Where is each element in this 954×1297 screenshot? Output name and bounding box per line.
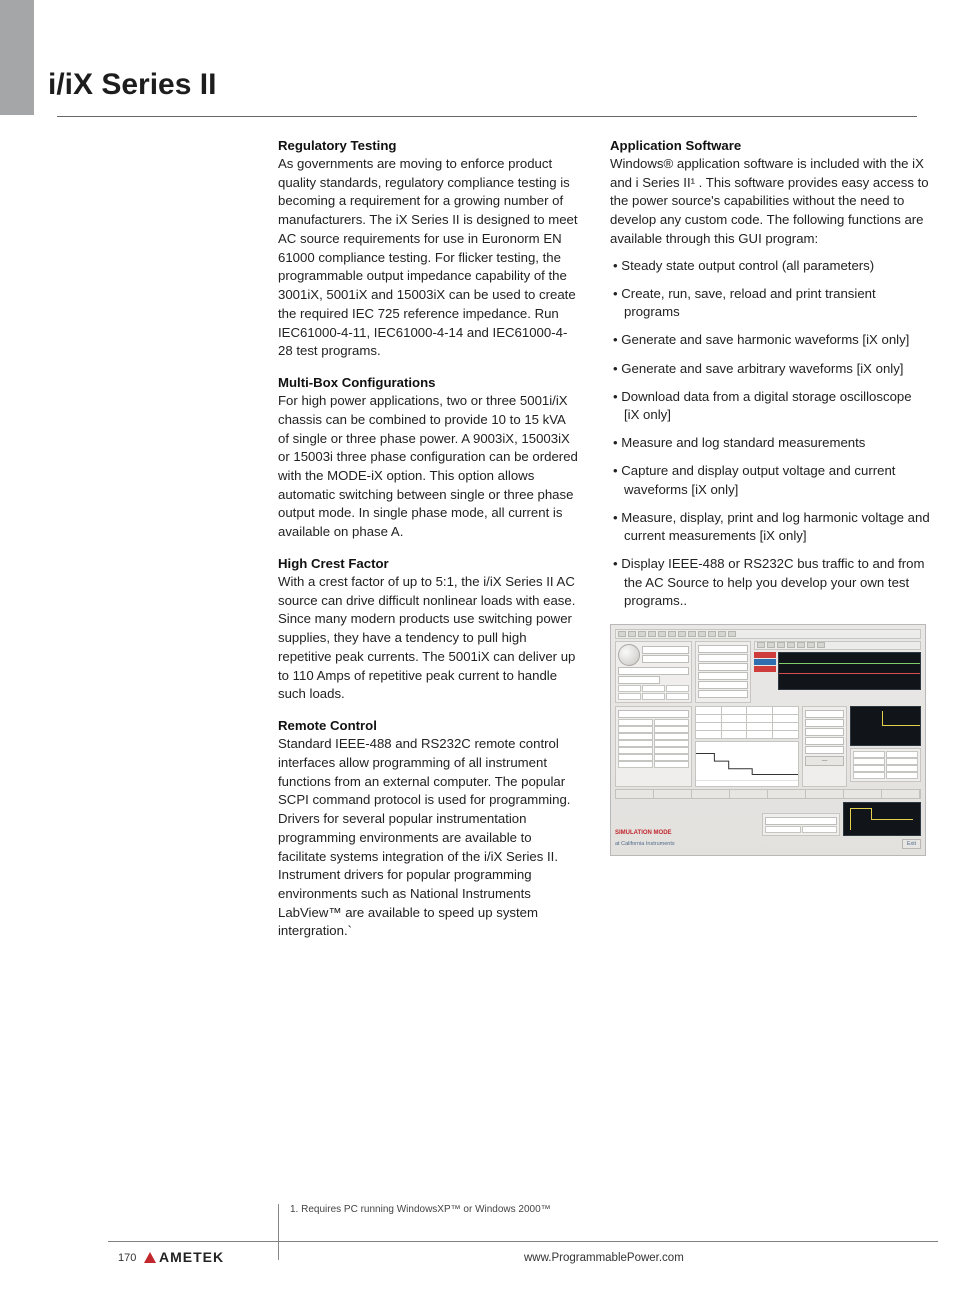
left-column: Regulatory Testing As governments are mo… xyxy=(278,138,578,941)
header-rule xyxy=(57,116,917,117)
brand-name: AMETEK xyxy=(159,1249,224,1265)
page-number: 170 xyxy=(118,1252,136,1264)
section-body: For high power applications, two or thre… xyxy=(278,392,578,542)
footer-url: www.ProgrammablePower.com xyxy=(524,1252,684,1264)
right-column: Application Software Windows® applicatio… xyxy=(610,138,930,941)
left-margin-bar xyxy=(0,0,34,115)
section-body: With a crest factor of up to 5:1, the i/… xyxy=(278,573,578,704)
feature-list: Steady state output control (all paramet… xyxy=(610,257,930,610)
page-title: i/iX Series II xyxy=(48,68,216,102)
section-heading: Remote Control xyxy=(278,718,578,733)
screenshot-toolbar xyxy=(615,629,921,639)
list-item: Create, run, save, reload and print tran… xyxy=(610,285,930,321)
screenshot-brand-label: at California Instruments xyxy=(615,841,675,847)
section-heading: High Crest Factor xyxy=(278,556,578,571)
section-heading: Multi-Box Configurations xyxy=(278,375,578,390)
footnote: 1. Requires PC running WindowsXP™ or Win… xyxy=(290,1204,551,1215)
brand-logo: AMETEK xyxy=(144,1249,224,1265)
list-item: Generate and save harmonic waveforms [iX… xyxy=(610,331,930,349)
software-screenshot: — SIMULATION MODE xyxy=(610,624,926,856)
section-body: Standard IEEE-488 and RS232C remote cont… xyxy=(278,735,578,941)
list-item: Download data from a digital storage osc… xyxy=(610,388,930,424)
section-body: As governments are moving to enforce pro… xyxy=(278,155,578,361)
list-item: Display IEEE-488 or RS232C bus traffic t… xyxy=(610,555,930,610)
list-item: Generate and save arbitrary waveforms [i… xyxy=(610,360,930,378)
logo-triangle-icon xyxy=(144,1252,156,1263)
list-item: Measure, display, print and log harmonic… xyxy=(610,509,930,545)
footnote-divider xyxy=(278,1204,279,1260)
section-intro: Windows® application software is include… xyxy=(610,155,930,249)
section-heading: Application Software xyxy=(610,138,930,153)
footer-rule xyxy=(108,1241,938,1242)
content-columns: Regulatory Testing As governments are mo… xyxy=(278,138,938,941)
list-item: Capture and display output voltage and c… xyxy=(610,462,930,498)
section-heading: Regulatory Testing xyxy=(278,138,578,153)
list-item: Steady state output control (all paramet… xyxy=(610,257,930,275)
screenshot-simulation-label: SIMULATION MODE xyxy=(615,830,759,836)
list-item: Measure and log standard measurements xyxy=(610,434,930,452)
